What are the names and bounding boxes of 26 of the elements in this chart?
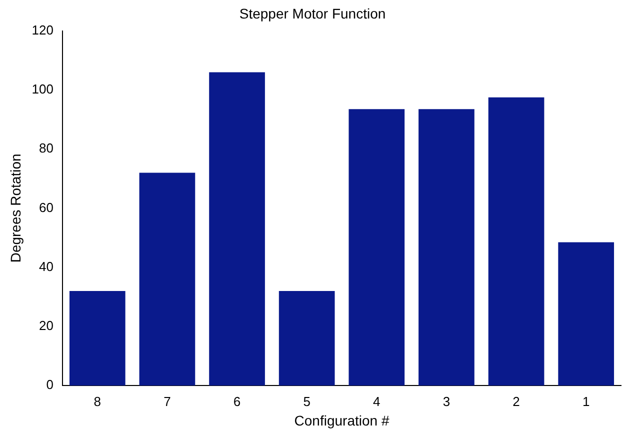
- x-tick-label: 3: [442, 394, 450, 409]
- bar: [348, 109, 405, 386]
- x-tick-label: 8: [94, 394, 102, 409]
- bar: [278, 290, 335, 386]
- y-tick-label: 60: [39, 200, 54, 215]
- x-axis-title: Configuration #: [294, 412, 390, 428]
- bar: [418, 109, 474, 386]
- y-tick-label: 80: [39, 140, 54, 156]
- bar: [139, 172, 196, 386]
- y-tick-label: 0: [46, 377, 54, 392]
- bar: [558, 242, 614, 386]
- bar: [69, 290, 126, 386]
- x-tick-label: 1: [582, 394, 590, 409]
- x-tick-label: 7: [164, 394, 171, 409]
- y-tick-label: 120: [32, 22, 54, 38]
- y-tick-label: 40: [39, 258, 54, 274]
- x-tick-label: 6: [233, 394, 241, 409]
- y-tick-label: 20: [39, 318, 54, 334]
- x-tick-label: 2: [512, 394, 520, 409]
- bar: [488, 97, 544, 386]
- x-tick-label: 5: [303, 394, 310, 409]
- y-tick-label: 100: [32, 82, 54, 97]
- chart-title: Stepper Motor Function: [239, 5, 386, 22]
- y-axis-title: Degrees Rotation: [7, 154, 24, 263]
- x-tick-label: 4: [373, 394, 380, 409]
- bar: [209, 72, 265, 386]
